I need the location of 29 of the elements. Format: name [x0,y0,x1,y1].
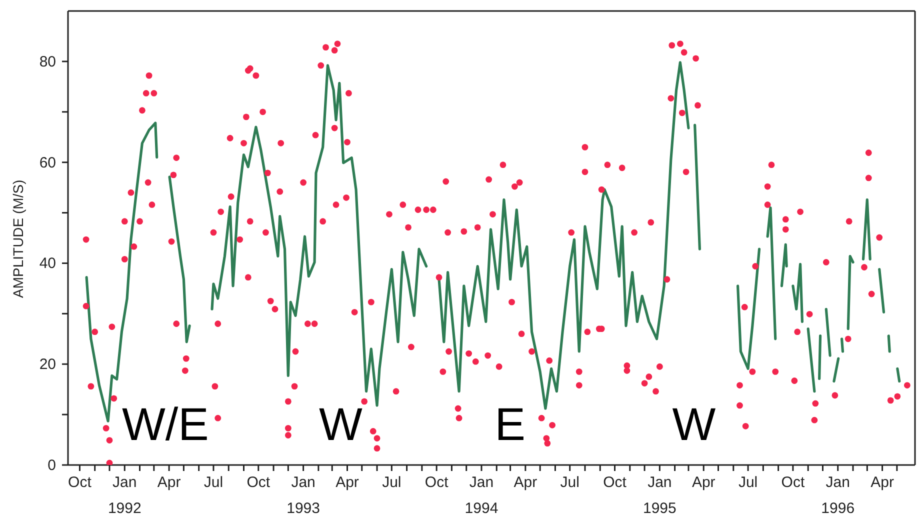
x-tick-label: Jul [560,474,580,491]
x-tick-label: Jan 1995 [642,474,676,517]
x-tick-label: Apr [157,474,181,491]
y-tick-label: 40 [39,255,56,272]
x-tick-label: Jan 1994 [464,474,498,517]
x-tick-label: Jan 1993 [286,474,320,517]
x-tick-label: Apr [692,474,716,491]
x-tick-label: Oct [603,474,628,491]
x-tick-label: Jul [738,474,758,491]
x-tick-label: Jan 1992 [108,474,142,517]
x-tick-label: Jul [382,474,402,491]
y-tick-label: 0 [48,457,56,474]
annotation: E [494,398,526,450]
x-tick-label: Apr [870,474,894,491]
y-tick-label: 60 [39,154,56,172]
annotation: W/E [122,398,209,450]
x-tick-label: Oct [68,474,92,491]
annotation: W [319,398,362,450]
annotation: W [672,398,716,450]
x-tick-label: Oct [781,474,806,491]
y-axis-title: AMPLITUDE (M/S) [10,180,26,298]
x-tick-label: Apr [514,474,538,491]
x-tick-label: Jan 1996 [821,474,855,517]
x-tick-label: Apr [336,474,359,491]
x-tick-label: Jul [204,474,224,491]
y-tick-label: 80 [39,53,56,70]
y-tick-label: 20 [39,356,56,374]
x-tick-label: Oct [424,474,450,491]
x-tick-label: Oct [246,474,271,491]
